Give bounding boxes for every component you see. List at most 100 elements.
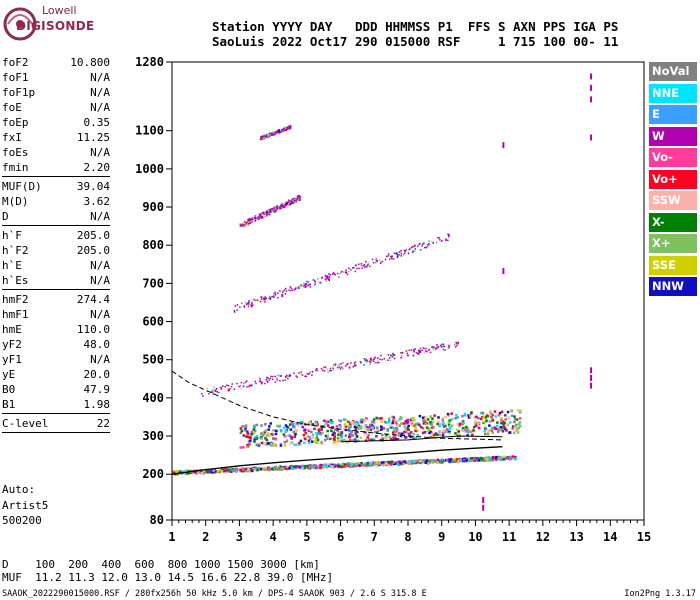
- echo-point: [491, 455, 495, 459]
- echo-point: [243, 429, 247, 432]
- echo-point: [370, 357, 372, 360]
- echo-point: [309, 465, 312, 468]
- echo-point: [310, 465, 314, 469]
- echo-point: [368, 423, 372, 427]
- echo-point: [310, 423, 313, 427]
- echo-point: [269, 422, 273, 425]
- x-tick-label: 15: [637, 530, 651, 544]
- echo-point: [326, 437, 329, 440]
- echo-point: [335, 425, 339, 428]
- param-name: MUF(D): [2, 180, 42, 193]
- echo-point: [345, 365, 347, 367]
- echo-point: [454, 457, 457, 461]
- echo-point: [491, 458, 495, 462]
- param-row: yF1 N/A: [2, 352, 110, 367]
- echo-point: [267, 297, 270, 300]
- echo-point: [364, 424, 368, 427]
- echo-point: [317, 281, 320, 283]
- echo-point: [324, 422, 328, 426]
- echo-point: [389, 424, 392, 428]
- echo-point: [258, 214, 261, 216]
- echo-point: [349, 429, 352, 433]
- echo-point: [299, 439, 303, 443]
- echo-point: [329, 464, 332, 468]
- echo-point: [441, 343, 443, 346]
- echo-point: [320, 368, 323, 370]
- echo-point: [410, 349, 413, 351]
- echo-point: [311, 440, 314, 443]
- echo-point: [258, 217, 260, 219]
- echo-point: [499, 425, 503, 429]
- echo-point: [502, 142, 505, 149]
- echo-point: [465, 459, 468, 462]
- echo-point: [329, 421, 332, 424]
- echo-point: [375, 431, 379, 434]
- echo-point: [261, 381, 263, 384]
- echo-point: [290, 287, 293, 290]
- echo-point: [305, 375, 307, 378]
- echo-point: [467, 416, 471, 419]
- echo-point: [265, 297, 268, 299]
- echo-point: [369, 428, 373, 432]
- echo-point: [250, 384, 252, 387]
- x-tick-label: 1: [168, 530, 175, 544]
- param-value: N/A: [90, 274, 110, 287]
- param-name: B0: [2, 383, 16, 396]
- echo-point: [236, 382, 238, 385]
- echo-point: [313, 284, 316, 287]
- echo-point: [504, 418, 507, 421]
- param-value: 110.0: [76, 323, 110, 336]
- echo-point: [299, 284, 302, 287]
- echo-point: [466, 431, 470, 435]
- echo-point: [363, 364, 365, 366]
- echo-point: [590, 84, 593, 91]
- echo-point: [272, 429, 275, 432]
- echo-point: [369, 464, 373, 467]
- echo-point: [316, 438, 320, 442]
- o-trace-line: [171, 446, 503, 475]
- echo-point: [287, 125, 290, 128]
- echo-point: [282, 205, 285, 207]
- echo-point: [293, 425, 296, 429]
- param-value: 2.20: [83, 161, 111, 174]
- echo-point: [516, 408, 520, 412]
- echo-point: [489, 456, 492, 460]
- x-tick-label: 14: [603, 530, 617, 544]
- echo-point: [423, 419, 427, 423]
- echo-point: [264, 297, 266, 300]
- echo-point: [295, 465, 298, 468]
- echo-point: [408, 349, 411, 352]
- y-tick-label: 500: [142, 353, 164, 367]
- echo-point: [500, 410, 504, 414]
- echo-point: [264, 467, 268, 471]
- echo-point: [513, 425, 517, 429]
- echo-point: [404, 436, 407, 439]
- echo-point: [305, 285, 308, 287]
- y-tick-label: 1000: [135, 162, 164, 176]
- echo-point: [273, 132, 276, 135]
- echo-point: [380, 420, 384, 423]
- echo-point: [465, 426, 468, 429]
- param-value: N/A: [90, 71, 110, 84]
- echo-point: [286, 127, 288, 130]
- param-name: C-level: [2, 417, 49, 430]
- echo-point: [282, 206, 284, 208]
- echo-point: [414, 248, 417, 250]
- echo-point: [247, 222, 250, 225]
- echo-point: [408, 421, 412, 424]
- echo-point: [371, 424, 375, 428]
- echo-point: [247, 440, 251, 443]
- echo-point: [255, 435, 259, 438]
- echo-point: [437, 420, 440, 423]
- echo-point: [240, 387, 243, 390]
- echo-point: [467, 457, 471, 460]
- legend-entry: NoVal: [649, 62, 697, 81]
- echo-point: [416, 429, 419, 433]
- echo-point: [301, 467, 304, 470]
- echo-point: [413, 424, 416, 428]
- echo-point: [363, 464, 366, 467]
- echo-point: [258, 213, 261, 215]
- echo-point: [351, 267, 354, 269]
- echo-point: [497, 414, 501, 417]
- echo-point: [505, 429, 508, 432]
